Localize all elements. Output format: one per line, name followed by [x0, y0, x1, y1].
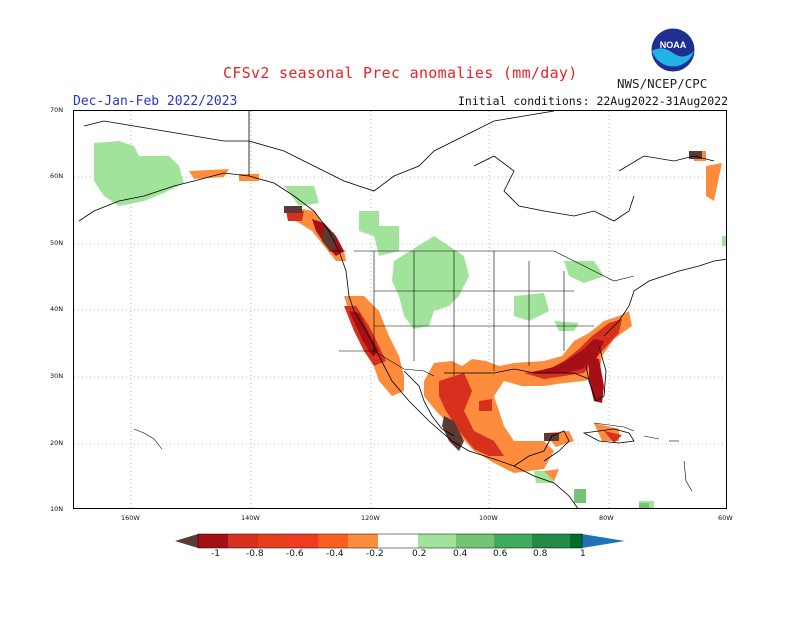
lat-label: 30N — [50, 372, 64, 380]
political-borders — [329, 250, 635, 377]
color-bar-swatch — [532, 534, 570, 548]
color-bar-swatch — [198, 534, 228, 548]
noaa-logo-icon: NOAA — [650, 27, 696, 73]
initial-conditions-label: Initial conditions: 22Aug2022-31Aug2022 — [457, 94, 728, 108]
color-bar-swatch — [348, 534, 378, 548]
svg-text:NOAA: NOAA — [660, 40, 687, 50]
color-bar-label: -0.6 — [286, 549, 304, 559]
lon-label: 100W — [479, 514, 498, 522]
lon-label: 160W — [121, 514, 140, 522]
color-bar-swatch — [456, 534, 494, 548]
lon-label: 140W — [241, 514, 260, 522]
color-bar-swatch — [228, 534, 258, 548]
dry-brown-regions — [284, 151, 702, 451]
color-bar-label: 0.6 — [493, 549, 508, 559]
color-bar-label: 1 — [580, 549, 586, 559]
color-bar-label: 0.2 — [412, 549, 427, 559]
lat-label: 40N — [50, 305, 64, 313]
color-bar-label: -1 — [211, 549, 220, 559]
color-bar-label: 0.4 — [453, 549, 468, 559]
lat-label: 10N — [50, 505, 64, 513]
lat-label: 70N — [50, 106, 64, 114]
color-bar-swatch — [258, 534, 288, 548]
color-bar-arrow-wet — [582, 534, 625, 548]
lon-label: 120W — [361, 514, 380, 522]
wet-anomaly-cores — [574, 489, 649, 508]
color-bar-label: -0.8 — [246, 549, 264, 559]
lat-label: 60N — [50, 172, 64, 180]
color-bar-swatch — [318, 534, 348, 548]
map-canvas — [74, 111, 726, 508]
color-bar-swatch — [378, 534, 418, 548]
color-bar-label: -0.2 — [366, 549, 384, 559]
color-bar-label: 0.8 — [533, 549, 548, 559]
color-bar-swatch — [288, 534, 318, 548]
islands — [133, 422, 693, 492]
season-label: Dec-Jan-Feb 2022/2023 — [73, 94, 238, 109]
map-panel — [73, 110, 727, 509]
lat-label: 50N — [50, 239, 64, 247]
color-bar-arrow-dry — [175, 534, 198, 548]
lon-label: 60W — [718, 514, 733, 522]
color-bar-swatch — [494, 534, 532, 548]
coastlines — [78, 111, 726, 508]
lat-label: 20N — [50, 439, 64, 447]
lon-label: 80W — [599, 514, 614, 522]
map-title: CFSv2 seasonal Prec anomalies (mm/day) — [223, 64, 578, 82]
color-bar-label: -0.4 — [326, 549, 344, 559]
color-bar-swatch — [418, 534, 456, 548]
agency-label: NWS/NCEP/CPC — [617, 76, 708, 91]
color-bar-swatch — [570, 534, 582, 548]
